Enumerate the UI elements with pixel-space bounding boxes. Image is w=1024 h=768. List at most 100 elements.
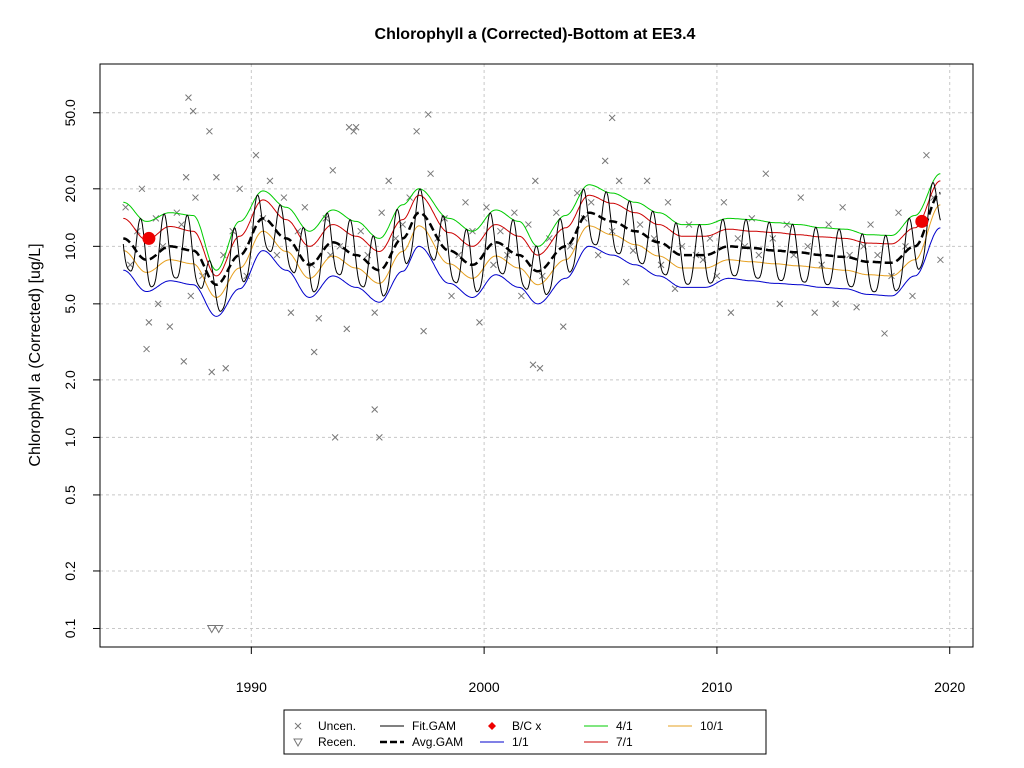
data-point-uncensored — [126, 261, 134, 269]
data-point-uncensored — [252, 151, 260, 159]
data-point-uncensored — [315, 314, 323, 322]
data-point-uncensored — [727, 309, 735, 316]
data-point-uncensored — [559, 323, 567, 330]
x-marker-stroke — [310, 348, 318, 356]
data-point-uncensored — [643, 177, 651, 185]
legend-item: Fit.GAM — [380, 719, 456, 733]
x-marker-stroke — [615, 177, 623, 185]
x-marker-stroke — [222, 364, 230, 372]
data-point-uncensored — [420, 327, 427, 335]
chart-title: Chlorophyll a (Corrected)-Bottom at EE3.… — [375, 26, 696, 43]
data-point-uncensored — [287, 309, 295, 316]
x-marker-stroke — [345, 123, 353, 131]
data-point-uncensored — [329, 166, 337, 174]
x-marker-stroke — [839, 203, 846, 211]
data-point-uncensored — [424, 111, 432, 118]
data-point-uncensored — [511, 209, 518, 217]
x-marker-stroke — [371, 406, 379, 413]
data-point-uncensored — [206, 127, 213, 135]
bc-point — [142, 231, 156, 245]
legend-label: Fit.GAM — [412, 719, 456, 733]
x-marker-stroke — [378, 209, 386, 217]
x-marker-stroke — [511, 209, 518, 217]
x-marker-stroke — [573, 189, 581, 197]
x-marker-stroke — [629, 247, 637, 254]
data-point-uncensored — [566, 242, 574, 250]
legend-label: 1/1 — [512, 735, 529, 749]
x-marker-stroke — [448, 292, 455, 300]
data-point-uncensored — [166, 323, 174, 330]
x-marker-stroke — [273, 251, 281, 259]
data-point-uncensored — [923, 151, 930, 159]
x-marker-stroke — [376, 434, 383, 441]
data-point-uncensored — [636, 221, 644, 228]
data-point-uncensored — [825, 221, 833, 228]
data-point-uncensored — [776, 300, 784, 308]
y-tick-label: 0.1 — [62, 619, 78, 639]
data-point-uncensored — [182, 173, 190, 181]
x-marker-stroke — [608, 114, 616, 122]
x-marker-stroke — [145, 319, 153, 326]
x-marker-stroke — [392, 235, 400, 242]
data-point-uncensored — [587, 198, 595, 206]
data-point-uncensored — [881, 330, 888, 337]
x-marker-stroke — [266, 177, 274, 185]
legend-label: 10/1 — [700, 719, 724, 733]
legend-item: Recen. — [293, 735, 356, 749]
data-point-uncensored — [213, 173, 220, 181]
x-marker-stroke — [427, 170, 434, 178]
x-marker-stroke — [490, 261, 497, 269]
legend-item: Uncen. — [294, 719, 356, 733]
data-point-uncensored — [331, 434, 339, 441]
x-marker-stroke — [236, 185, 244, 193]
legend-item: 4/1 — [584, 719, 633, 733]
data-point-uncensored — [720, 198, 728, 206]
x-marker-stroke — [762, 170, 770, 178]
x-marker-stroke — [867, 221, 874, 228]
legend-label: Recen. — [318, 735, 356, 749]
data-point-uncensored — [529, 361, 537, 369]
y-tick-label: 5.0 — [62, 294, 78, 314]
x-marker-stroke — [748, 215, 756, 222]
data-point-uncensored — [122, 203, 129, 211]
x-tick-label: 1990 — [236, 679, 267, 695]
data-point-uncensored — [518, 292, 525, 300]
data-point-uncensored — [867, 221, 874, 228]
data-point-uncensored — [545, 235, 553, 242]
x-marker-stroke — [206, 127, 213, 135]
data-point-uncensored — [608, 114, 616, 122]
x-marker-stroke — [552, 209, 560, 217]
series-line-avg-gam — [123, 191, 941, 286]
x-marker-stroke — [185, 94, 192, 102]
x-marker-stroke — [874, 251, 881, 259]
x-marker-stroke — [594, 251, 602, 259]
x-marker-stroke — [622, 278, 630, 286]
y-tick-label: 50.0 — [62, 99, 78, 126]
data-point-uncensored — [937, 256, 944, 264]
x-marker-stroke — [180, 358, 188, 365]
x-marker-stroke — [664, 198, 672, 206]
legend-label: 7/1 — [616, 735, 633, 749]
data-point-uncensored — [853, 303, 860, 311]
data-point-recensored — [213, 624, 224, 634]
data-point-uncensored — [895, 209, 902, 217]
data-point-uncensored — [762, 170, 770, 178]
x-marker-stroke — [755, 251, 763, 259]
legend: Uncen. Recen. Fit.GAM Avg.GAM B/C x 1/1 4/1 7/1… — [283, 709, 767, 755]
data-point-uncensored — [427, 170, 434, 178]
data-point-uncensored — [650, 235, 658, 242]
x-marker-stroke — [182, 173, 190, 181]
legend-symbol-diamond — [488, 722, 496, 730]
data-point-uncensored — [154, 300, 162, 308]
data-point-uncensored — [664, 198, 672, 206]
data-point-uncensored — [192, 194, 199, 201]
x-axis: 1990 2000 2010 2020 — [236, 647, 966, 695]
data-point-uncensored — [497, 227, 504, 235]
x-tick-label: 2000 — [469, 679, 500, 695]
bc-point — [915, 214, 929, 228]
data-point-uncensored — [448, 292, 455, 300]
x-marker-stroke — [720, 198, 728, 206]
legend-item: Avg.GAM — [380, 735, 463, 749]
x-marker-stroke — [587, 198, 595, 206]
data-point-uncensored — [189, 107, 197, 115]
